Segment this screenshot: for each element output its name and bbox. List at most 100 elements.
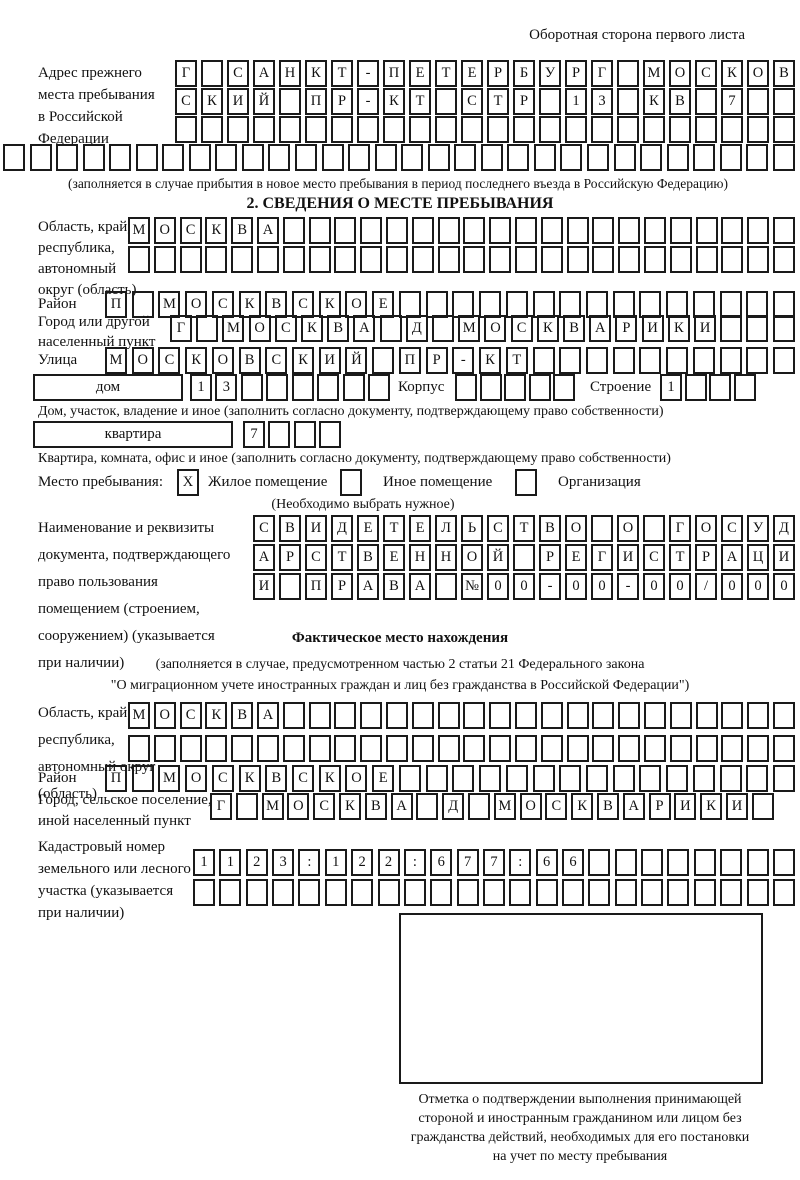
form-cell	[452, 765, 475, 792]
form-cell	[614, 849, 637, 876]
form-cell	[219, 879, 242, 906]
actual-location-note-1: (заполняется в случае, предусмотренном ч…	[155, 657, 645, 672]
form-cell	[617, 60, 639, 87]
form-cell: О	[484, 315, 507, 342]
form-cell: К	[205, 702, 228, 729]
form-cell: 6	[562, 849, 585, 876]
form-cell	[279, 573, 301, 600]
form-cell: С	[695, 60, 717, 87]
prev-address-row-3	[175, 116, 795, 143]
form-cell	[566, 217, 589, 244]
form-cell: А	[353, 315, 376, 342]
form-cell	[540, 702, 563, 729]
form-cell	[612, 347, 635, 374]
form-cell: О	[519, 793, 542, 820]
apartment-note: Квартира, комната, офис и иное (заполнит…	[38, 451, 671, 466]
form-cell	[334, 246, 357, 273]
form-cell	[639, 765, 662, 792]
form-cell: М	[128, 702, 150, 729]
form-cell: С	[274, 315, 297, 342]
form-cell	[437, 246, 460, 273]
form-cell: М	[493, 793, 516, 820]
form-cell: С	[211, 291, 234, 318]
form-cell	[437, 735, 460, 762]
form-cell: А	[622, 793, 645, 820]
form-cell	[282, 217, 305, 244]
form-cell: А	[357, 573, 379, 600]
street-label: Улица	[38, 352, 78, 368]
form-cell	[612, 765, 635, 792]
stroenie-row: 1	[660, 374, 756, 401]
cadastre-label: Кадастровый номер земельного или лесного…	[38, 839, 191, 921]
form-cell	[746, 765, 769, 792]
form-cell: Е	[383, 544, 405, 571]
form-cell	[324, 879, 347, 906]
actual-district-label: Район	[38, 770, 77, 786]
house-note: Дом, участок, владение и иное (заполнить…	[38, 404, 664, 419]
house-label-box: дом	[33, 374, 183, 401]
form-cell	[360, 246, 383, 273]
form-cell	[719, 765, 742, 792]
form-cell	[360, 702, 383, 729]
form-cell	[479, 765, 502, 792]
form-cell: С	[179, 702, 202, 729]
form-cell	[409, 116, 431, 143]
form-cell: С	[227, 60, 249, 87]
form-cell: А	[253, 544, 275, 571]
form-cell: 0	[643, 573, 665, 600]
form-cell	[721, 116, 743, 143]
form-cell: Р	[487, 60, 509, 87]
form-cell: И	[253, 573, 275, 600]
form-cell: С	[292, 291, 315, 318]
form-cell	[3, 144, 25, 171]
form-cell: :	[403, 849, 426, 876]
form-cell: С	[253, 515, 275, 542]
form-cell	[467, 793, 490, 820]
form-cell: 6	[535, 849, 558, 876]
stay-type-label: Место пребывания:	[38, 474, 163, 490]
form-cell	[403, 879, 426, 906]
form-cell	[639, 291, 662, 318]
cadastre-row-2	[193, 879, 795, 906]
form-cell: О	[185, 291, 208, 318]
actual-city-label: Город, сельское поселение, иной населенн…	[38, 792, 212, 829]
form-cell	[401, 144, 424, 171]
form-cell: Д	[405, 315, 428, 342]
form-cell: О	[565, 515, 587, 542]
form-cell	[360, 217, 383, 244]
form-cell	[720, 879, 743, 906]
form-cell: П	[383, 60, 405, 87]
form-cell	[56, 144, 79, 171]
form-cell	[773, 88, 795, 115]
form-cell: П	[305, 88, 327, 115]
form-cell	[205, 246, 228, 273]
form-cell	[591, 116, 613, 143]
doc-label: Наименование и реквизиты документа, подт…	[38, 520, 231, 671]
form-cell: Е	[372, 291, 395, 318]
form-cell	[618, 246, 641, 273]
form-cell	[293, 421, 316, 448]
form-cell	[643, 217, 666, 244]
form-cell	[463, 246, 486, 273]
form-cell	[411, 217, 434, 244]
form-cell	[772, 315, 795, 342]
form-cell: К	[305, 60, 327, 87]
form-cell: Е	[357, 515, 379, 542]
form-cell	[719, 291, 742, 318]
form-cell	[695, 702, 718, 729]
form-cell	[437, 702, 460, 729]
form-cell	[592, 217, 615, 244]
form-cell	[746, 315, 769, 342]
form-cell	[175, 116, 197, 143]
corner-note: Оборотная сторона первого листа	[529, 27, 745, 43]
form-cell: 6	[430, 849, 453, 876]
form-cell: 2	[245, 849, 268, 876]
form-cell: 3	[591, 88, 613, 115]
form-cell: Р	[279, 544, 301, 571]
form-cell	[351, 879, 374, 906]
form-cell: Е	[372, 765, 395, 792]
form-cell: 1	[219, 849, 242, 876]
form-cell	[241, 144, 264, 171]
